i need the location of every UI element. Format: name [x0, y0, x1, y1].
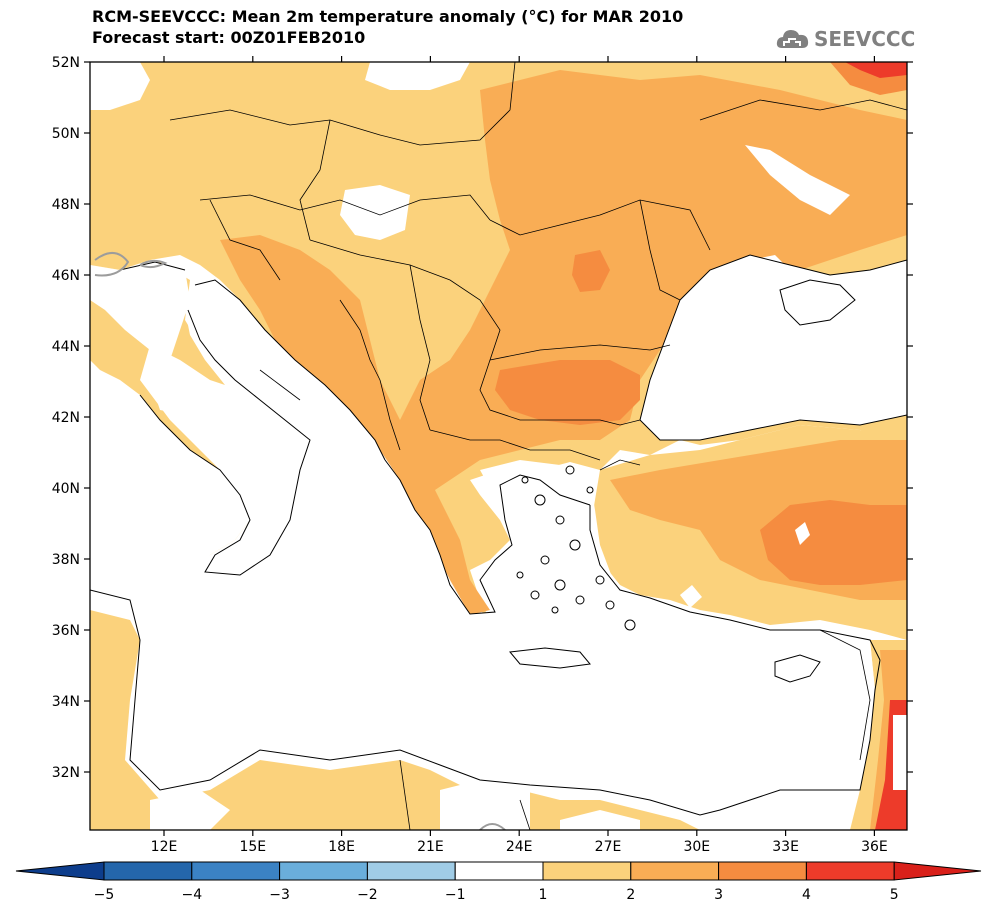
- black-sea: [640, 255, 907, 440]
- colorbar-box: [630, 861, 720, 881]
- neutral-patch-central: [365, 62, 470, 90]
- aegean-islands: [516, 465, 636, 631]
- neutral-patch-turkey: [795, 522, 810, 545]
- neutral-patch-levant: [893, 715, 907, 790]
- colorbar-box: [718, 861, 807, 881]
- lon-tick-label: 36E: [861, 839, 888, 855]
- lat-tick-label: 50N: [52, 126, 80, 142]
- lat-tick-label: 36N: [52, 623, 80, 639]
- colorbar-label: 3: [714, 887, 723, 903]
- lat-tick-label: 34N: [52, 694, 80, 710]
- lon-tick-label: 33E: [772, 839, 799, 855]
- neutral-patch-libya: [150, 790, 230, 830]
- colorbar-box: [454, 861, 544, 881]
- colorbar-label: 5: [890, 887, 899, 903]
- logo-text: SEEVCCC: [814, 27, 916, 51]
- lat-tick-label: 38N: [52, 552, 80, 568]
- anomaly-region-3-4-bulgaria: [495, 360, 640, 425]
- lon-tick-label: 27E: [595, 839, 622, 855]
- colorbar-box: [103, 861, 193, 881]
- colorbar-label: −5: [94, 887, 115, 903]
- latitude-axis: 52N 50N 48N 46N 44N 42N 40N 38N 36N 34N 32N: [52, 55, 913, 781]
- title-line-2: Forecast start: 00Z01FEB2010: [92, 28, 366, 47]
- colorbar-label: −3: [269, 887, 290, 903]
- neutral-patch-austria: [340, 185, 410, 240]
- lat-tick-label: 46N: [52, 268, 80, 284]
- lat-tick-label: 52N: [52, 55, 80, 71]
- colorbar-min-arrow: [15, 861, 105, 881]
- anomaly-region-4-5-ne-corner: [845, 62, 907, 78]
- colorbar-box: [279, 861, 368, 881]
- neutral-patch-italy-south: [230, 425, 285, 470]
- lat-tick-label: 42N: [52, 410, 80, 426]
- longitude-axis: 12E 15E 18E 21E 24E 27E 30E 33E 36E: [151, 56, 888, 855]
- neutral-patch-ukraine: [745, 145, 850, 215]
- colorbar-box: [805, 861, 895, 881]
- lon-tick-label: 21E: [417, 839, 444, 855]
- anomaly-region-3-4-anatolia: [760, 500, 907, 585]
- aegean-sea: [480, 460, 615, 640]
- title-line-1: RCM-SEEVCCC: Mean 2m temperature anomaly…: [92, 7, 684, 26]
- tyrrhenian-sea: [90, 262, 190, 360]
- lat-tick-label: 44N: [52, 339, 80, 355]
- colorbar-label: 4: [802, 887, 811, 903]
- colorbar-label: −2: [357, 887, 378, 903]
- colorbar-label: 1: [539, 887, 548, 903]
- neutral-patch-italy-north: [150, 370, 200, 415]
- lon-tick-label: 24E: [506, 839, 533, 855]
- adriatic-sea: [188, 280, 385, 470]
- lon-tick-label: 18E: [328, 839, 355, 855]
- colorbar-max-arrow: [893, 861, 982, 881]
- coastlines: [90, 254, 907, 816]
- lon-tick-label: 12E: [151, 839, 178, 855]
- colorbar-labels: −5 −4 −3 −2 −1 1 2 3 4 5: [94, 887, 899, 903]
- neutral-patch-anatolia-sw: [680, 585, 702, 608]
- lon-tick-label: 30E: [683, 839, 710, 855]
- cloud-icon: [776, 30, 809, 48]
- neutral-patch-crimea-n: [750, 255, 790, 280]
- lat-tick-label: 32N: [52, 765, 80, 781]
- colorbar-boxes: [15, 861, 982, 881]
- country-borders: [169, 62, 907, 830]
- anomaly-region-3-4-romania: [572, 250, 610, 292]
- neutral-patch-south: [560, 810, 640, 830]
- neutral-patch-egypt: [440, 780, 530, 830]
- colorbar-box: [542, 861, 632, 881]
- zero-contour-lines: [94, 252, 506, 830]
- colorbar-box: [191, 861, 281, 881]
- colorbar-label: 2: [626, 887, 635, 903]
- map-frame: [89, 61, 908, 831]
- lon-tick-label: 15E: [239, 839, 266, 855]
- lat-tick-label: 48N: [52, 197, 80, 213]
- colorbar-label: −1: [445, 887, 466, 903]
- map-title: RCM-SEEVCCC: Mean 2m temperature anomaly…: [92, 6, 683, 48]
- colorbar-label: −4: [181, 887, 202, 903]
- seevccc-logo: SEEVCCC: [776, 22, 915, 56]
- colorbar-box: [366, 861, 456, 881]
- lat-tick-label: 40N: [52, 481, 80, 497]
- neutral-patch-alps: [90, 62, 150, 110]
- anomaly-fill-layer: [90, 62, 907, 830]
